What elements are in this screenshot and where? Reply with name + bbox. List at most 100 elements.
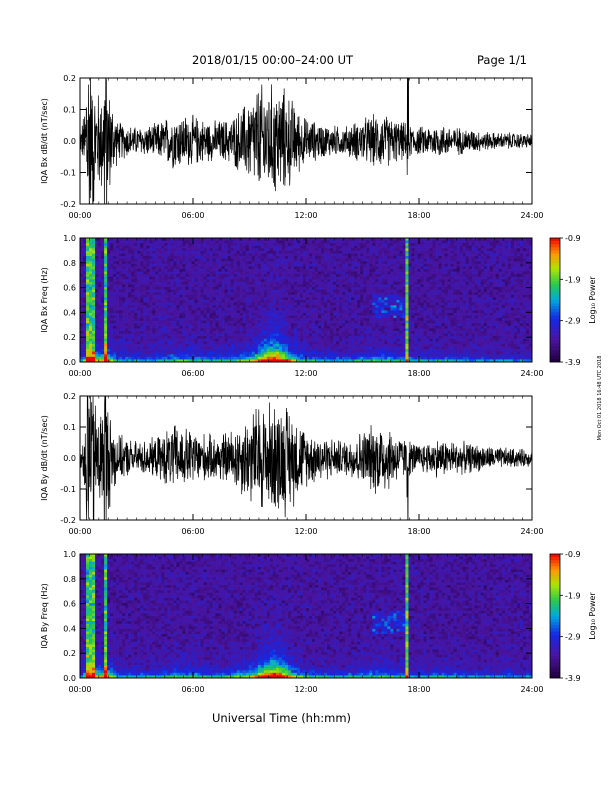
spectrogram-cell <box>375 243 379 246</box>
spectrogram-cell <box>197 263 201 267</box>
spectrogram-cell <box>182 287 186 290</box>
spectrogram-cell <box>101 354 105 358</box>
spectrogram-cell <box>384 253 388 257</box>
spectrogram-cell <box>360 310 364 314</box>
spectrogram-cell <box>263 305 268 308</box>
spectrogram-cell <box>230 315 234 319</box>
spectrogram-cell <box>239 325 243 329</box>
spectrogram-cell <box>197 356 201 360</box>
spectrogram-cell <box>95 307 99 311</box>
spectrogram-cell <box>369 292 373 296</box>
spectrogram-cell <box>146 240 150 244</box>
spectrogram-cell <box>104 359 108 363</box>
spectrogram-cell <box>251 297 255 301</box>
spectrogram-cell <box>366 279 370 283</box>
spectrogram-cell <box>342 294 346 298</box>
spectrogram-cell <box>173 331 177 334</box>
spectrogram-cell <box>269 338 274 342</box>
spectrogram-cell <box>330 276 334 280</box>
spectrogram-cell <box>131 269 135 272</box>
spectrogram-cell <box>221 336 225 339</box>
spectrogram-cell <box>315 336 319 339</box>
spectrogram-cell <box>269 271 274 275</box>
spectrogram-cell <box>251 354 255 358</box>
spectrogram-cell <box>321 294 325 298</box>
spectrogram-cell <box>200 323 204 327</box>
spectrogram-cell <box>242 256 246 259</box>
spectrogram-cell <box>242 276 246 280</box>
spectrogram-cell <box>104 256 108 259</box>
spectrogram-cell <box>221 323 225 327</box>
spectrogram-cell <box>194 292 198 296</box>
spectrogram-cell <box>224 343 228 347</box>
spectrogram-cell <box>158 289 162 293</box>
spectrogram-cell <box>242 354 246 358</box>
spectrogram-cell <box>83 325 87 329</box>
spectrogram-cell <box>357 266 361 270</box>
spectrogram-cell <box>155 349 159 352</box>
spectrogram-cell <box>363 318 367 321</box>
spectrogram-cell <box>155 274 159 277</box>
spectrogram-cell <box>215 297 219 301</box>
spectrogram-cell <box>113 302 117 306</box>
spectrogram-cell <box>200 279 204 283</box>
spectrogram-cell <box>299 346 304 350</box>
spectrogram-cell <box>339 341 343 345</box>
spectrogram-cell <box>366 336 370 339</box>
spectrogram-cell <box>104 315 108 319</box>
spectrogram-cell <box>296 343 301 347</box>
spectrogram-cell <box>131 323 135 327</box>
spectrogram-cell <box>134 336 138 339</box>
spectrogram-cell <box>381 253 385 257</box>
spectrogram-cell <box>113 276 117 280</box>
spectrogram-cell <box>275 266 280 270</box>
spectrogram-cell <box>104 323 108 327</box>
spectrogram-cell <box>110 315 114 319</box>
spectrogram-cell <box>345 297 349 301</box>
spectrogram-cell <box>176 287 180 290</box>
spectrogram-cell <box>110 300 114 303</box>
spectrogram-cell <box>333 300 337 303</box>
spectrogram-cell <box>269 346 274 350</box>
spectrogram-cell <box>161 266 165 270</box>
spectrogram-cell <box>254 294 258 298</box>
spectrogram-cell <box>378 297 382 301</box>
spectrogram-cell <box>354 331 358 334</box>
spectrogram-cell <box>324 276 328 280</box>
spectrogram-cell <box>155 356 159 360</box>
spectrogram-cell <box>116 354 120 358</box>
spectrogram-cell <box>86 356 90 360</box>
spectrogram-cell <box>299 284 304 288</box>
spectrogram-cell <box>293 253 298 257</box>
spectrogram-cell <box>140 336 144 339</box>
spectrogram-cell <box>284 271 289 275</box>
spectrogram-cell <box>260 289 265 293</box>
spectrogram-cell <box>369 320 373 324</box>
spectrogram-cell <box>369 328 373 332</box>
spectrogram-cell <box>149 281 153 285</box>
spectrogram-cell <box>233 292 237 296</box>
spectrogram-cell <box>351 307 355 311</box>
spectrogram-cell <box>137 248 141 252</box>
spectrogram-cell <box>369 307 373 311</box>
spectrogram-cell <box>212 253 216 257</box>
spectrogram-cell <box>83 269 87 272</box>
spectrogram-cell <box>266 258 271 262</box>
spectrogram-cell <box>221 333 225 337</box>
spectrogram-cell <box>215 238 219 241</box>
spectrogram-cell <box>212 266 216 270</box>
spectrogram-cell <box>107 245 111 249</box>
spectrogram-cell <box>375 333 379 337</box>
spectrogram-cell <box>164 253 168 257</box>
spectrogram-cell <box>191 279 195 283</box>
spectrogram-cell <box>375 276 379 280</box>
spectrogram-cell <box>209 256 213 259</box>
spectrogram-cell <box>209 323 213 327</box>
spectrogram-cell <box>330 238 334 241</box>
spectrogram-cell <box>230 292 234 296</box>
spectrogram-cell <box>188 325 192 329</box>
spectrogram-cell <box>128 300 132 303</box>
spectrogram-cell <box>215 240 219 244</box>
spectrogram-cell <box>116 284 120 288</box>
spectrogram-cell <box>110 305 114 308</box>
